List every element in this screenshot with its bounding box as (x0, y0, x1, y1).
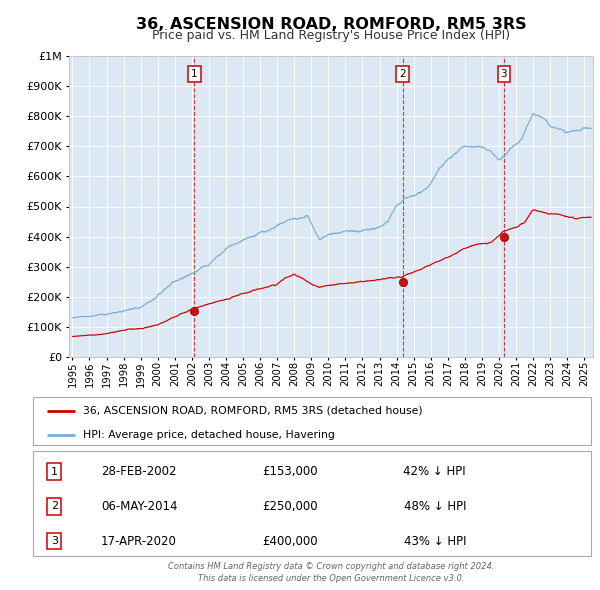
Text: 17-APR-2020: 17-APR-2020 (101, 535, 177, 548)
Text: £250,000: £250,000 (262, 500, 317, 513)
Text: 06-MAY-2014: 06-MAY-2014 (101, 500, 177, 513)
Text: HPI: Average price, detached house, Havering: HPI: Average price, detached house, Have… (83, 430, 335, 440)
Text: 36, ASCENSION ROAD, ROMFORD, RM5 3RS (detached house): 36, ASCENSION ROAD, ROMFORD, RM5 3RS (de… (83, 405, 423, 415)
Text: Price paid vs. HM Land Registry's House Price Index (HPI): Price paid vs. HM Land Registry's House … (152, 30, 510, 42)
Text: 3: 3 (51, 536, 58, 546)
Text: £153,000: £153,000 (262, 466, 317, 478)
Text: 36, ASCENSION ROAD, ROMFORD, RM5 3RS: 36, ASCENSION ROAD, ROMFORD, RM5 3RS (136, 17, 527, 31)
Text: 1: 1 (51, 467, 58, 477)
Text: 3: 3 (500, 69, 507, 79)
Text: 2: 2 (399, 69, 406, 79)
Text: 1: 1 (191, 69, 198, 79)
Text: 48% ↓ HPI: 48% ↓ HPI (404, 500, 466, 513)
Text: 43% ↓ HPI: 43% ↓ HPI (404, 535, 466, 548)
Text: 42% ↓ HPI: 42% ↓ HPI (403, 466, 466, 478)
Text: Contains HM Land Registry data © Crown copyright and database right 2024.
This d: Contains HM Land Registry data © Crown c… (168, 562, 494, 583)
Text: 28-FEB-2002: 28-FEB-2002 (101, 466, 177, 478)
Text: £400,000: £400,000 (262, 535, 317, 548)
Text: 2: 2 (50, 502, 58, 512)
